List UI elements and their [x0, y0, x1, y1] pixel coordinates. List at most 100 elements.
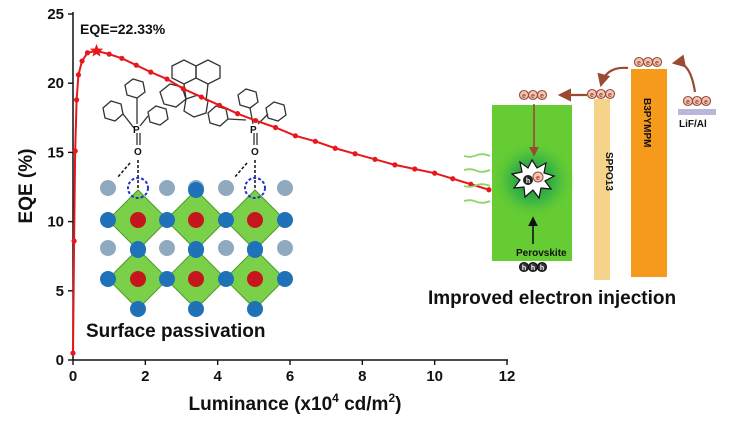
halide-ion	[188, 182, 204, 198]
a-site-cation	[218, 180, 234, 196]
halide-ion	[218, 212, 234, 228]
x-axis-title-sup: 4	[332, 391, 339, 405]
hole-symbol: h	[531, 265, 535, 272]
sppo13-label: SPPO13	[603, 152, 614, 191]
halide-ion	[247, 241, 263, 257]
halide-ion	[100, 212, 116, 228]
a-site-cation	[159, 180, 175, 196]
bond	[139, 115, 149, 127]
phenyl-ring	[237, 88, 259, 109]
data-point	[352, 151, 358, 157]
a-site-cation	[159, 240, 175, 256]
electron-particle	[532, 171, 544, 183]
electron	[651, 56, 663, 68]
data-point	[71, 238, 77, 244]
y-tick-label: 15	[47, 144, 64, 161]
x-axis-title-mid: cd/m	[339, 394, 389, 415]
emission-arrow	[463, 153, 491, 158]
data-point	[272, 124, 279, 131]
electron-symbol: e	[695, 99, 699, 106]
lead-ion	[130, 212, 146, 228]
y-tick-label: 20	[47, 75, 64, 92]
electron-groups: e e e e e ee e ee e e	[518, 56, 712, 107]
data-point	[148, 69, 154, 75]
a-site-cation	[277, 240, 293, 256]
perovskite-lattice	[100, 180, 293, 317]
y-tick-label: 25	[47, 6, 64, 23]
phosphorus-atom-label: P	[133, 125, 140, 136]
data-point	[74, 97, 80, 103]
b3pypm-label: B3PYMPM	[641, 98, 652, 147]
halide-ion	[188, 301, 204, 317]
a-site-cation	[218, 240, 234, 256]
coordination-bond	[116, 162, 131, 179]
electron-transfer-arrow	[671, 54, 697, 93]
halide-ion	[277, 271, 293, 287]
y-tick-label: 0	[56, 352, 64, 369]
data-point	[312, 138, 318, 144]
x-tick-label: 0	[69, 368, 77, 385]
electron-symbol: e	[655, 60, 659, 67]
halide-ion	[247, 301, 263, 317]
x-tick-label: 4	[213, 368, 222, 385]
data-point	[486, 187, 492, 193]
data-point	[180, 86, 186, 92]
data-point	[198, 94, 204, 100]
passivation-label: Surface passivation	[86, 321, 266, 342]
data-point	[106, 51, 112, 57]
data-point	[133, 62, 139, 68]
data-point	[164, 76, 170, 82]
lead-ion	[247, 271, 263, 287]
fluorene-ring	[171, 59, 197, 85]
x-axis-title-sup2: 2	[388, 391, 395, 405]
data-point	[332, 145, 338, 151]
y-tick-label: 5	[56, 283, 64, 300]
hole-particle	[523, 175, 533, 185]
halide-ion	[159, 212, 175, 228]
lead-ion	[188, 212, 204, 228]
bond	[122, 113, 135, 129]
ligand-molecule	[102, 59, 287, 145]
halide-ion	[218, 271, 234, 287]
data-point	[432, 170, 438, 176]
perovskite-label: Perovskite	[516, 248, 567, 259]
phosphorus-atom-label: P	[250, 125, 257, 136]
emission-arrows	[463, 153, 491, 204]
series-group	[70, 43, 492, 356]
a-site-cation	[100, 240, 116, 256]
x-tick-label: 6	[286, 368, 294, 385]
electron	[604, 88, 616, 100]
emission-arrow	[463, 199, 491, 204]
oxygen-atom-label: O	[134, 147, 142, 158]
vacancy-marker	[127, 177, 149, 199]
lead-ion	[247, 212, 263, 228]
lead-ion	[188, 271, 204, 287]
electron-symbol: e	[608, 92, 612, 99]
electron-transfer-arrow	[597, 66, 629, 88]
halide-ion	[100, 271, 116, 287]
data-point	[119, 55, 125, 61]
injection-label: Improved electron injection	[428, 288, 676, 309]
data-point	[72, 148, 78, 154]
data-point	[70, 350, 76, 356]
halide-ion	[159, 271, 175, 287]
eqe-annotation: EQE=22.33%	[80, 21, 166, 37]
coordination-bond	[233, 162, 248, 179]
a-site-cation	[100, 180, 116, 196]
sppo13-layer	[594, 99, 610, 280]
electron-symbol: e	[646, 60, 650, 67]
electron-symbol: e	[599, 92, 603, 99]
x-tick-label: 2	[141, 368, 149, 385]
data-point	[450, 176, 456, 182]
fluorene-ring	[195, 59, 221, 85]
phenyl-ring	[124, 78, 146, 99]
data-point	[292, 133, 299, 139]
x-axis-title: Luminance (x104 cd/m2)	[189, 391, 402, 415]
ticks: 0 2 4 6 8 10 12 0 5 10 15 20 25	[47, 6, 515, 385]
data-point	[412, 166, 418, 172]
halide-ion	[277, 212, 293, 228]
passivation-inset: P O P O Surface passivation	[86, 59, 293, 342]
halide-ion	[130, 241, 146, 257]
hole-symbol: h	[526, 178, 530, 185]
